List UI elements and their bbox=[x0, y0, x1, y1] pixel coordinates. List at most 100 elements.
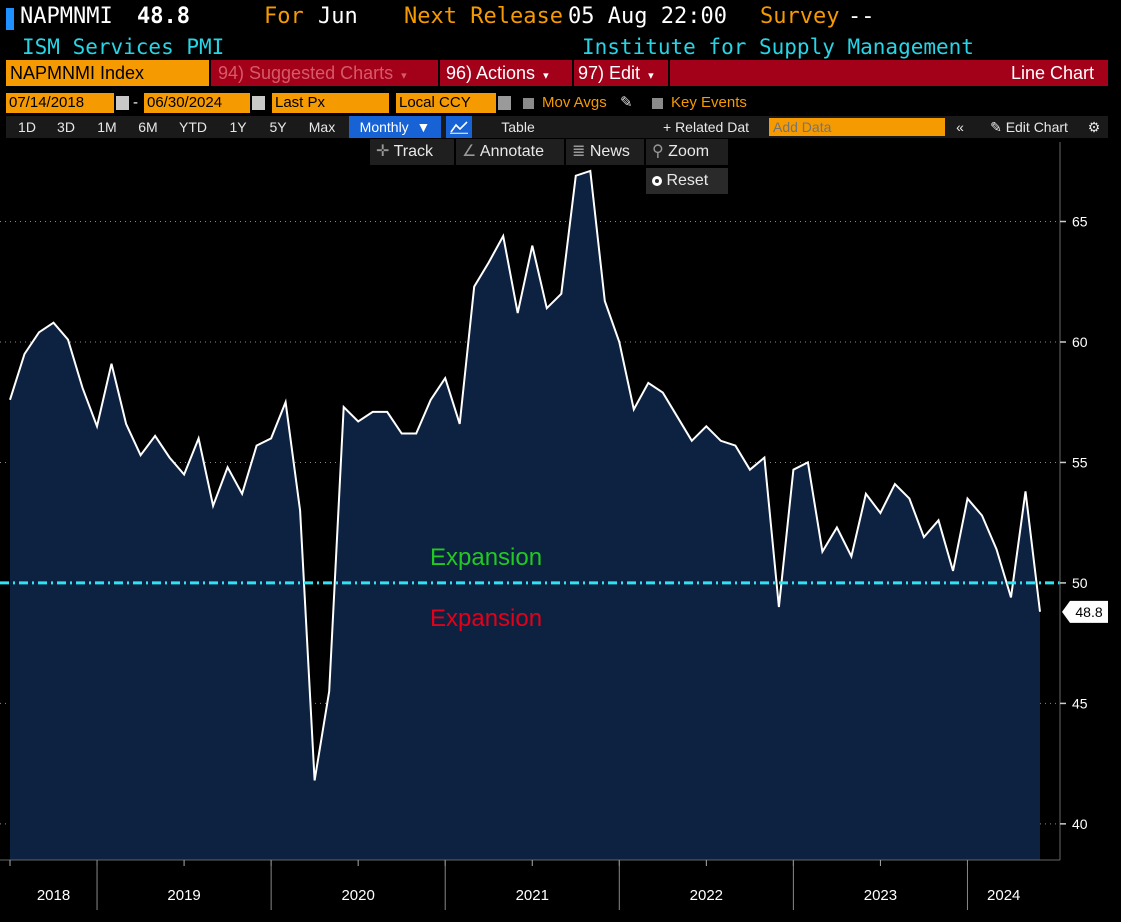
gear-icon[interactable]: ⚙ bbox=[1087, 119, 1101, 135]
y-tick-label: 65 bbox=[1072, 214, 1088, 230]
zoom-button[interactable]: ⚲ Zoom bbox=[646, 139, 728, 165]
annotate-button[interactable]: ∠ Annotate bbox=[456, 139, 564, 165]
calendar-icon[interactable] bbox=[252, 96, 265, 110]
toolbar-divider bbox=[572, 60, 574, 86]
reset-label: Reset bbox=[666, 172, 709, 189]
x-tick-label: 2023 bbox=[864, 887, 897, 904]
range-5y-button[interactable]: 5Y bbox=[269, 119, 287, 135]
y-tick-label: 40 bbox=[1072, 816, 1088, 832]
edit-chart-label: Edit Chart bbox=[1005, 119, 1068, 135]
security-field[interactable]: NAPMNMI Index bbox=[6, 60, 209, 86]
next-release-value: 05 Aug 22:00 bbox=[568, 4, 727, 29]
last-value-tag: 48.8 bbox=[1062, 600, 1108, 623]
news-icon: ≣ bbox=[572, 143, 590, 160]
date-separator: - bbox=[133, 94, 138, 111]
frequency-select[interactable]: Monthly ▼ bbox=[349, 116, 441, 138]
x-tick-label: 2019 bbox=[167, 887, 200, 904]
chevron-down-icon: ▾ bbox=[398, 70, 407, 82]
actions-label: 96) Actions bbox=[446, 63, 536, 83]
edit-menu[interactable]: 97) Edit ▾ bbox=[578, 60, 668, 86]
range-6m-button[interactable]: 6M bbox=[138, 119, 158, 135]
edit-chart-button[interactable]: ✎ Edit Chart bbox=[976, 116, 1082, 138]
ticker[interactable]: NAPMNMI bbox=[20, 4, 113, 29]
annotate-label: Annotate bbox=[479, 143, 544, 160]
search-icon: ⚲ bbox=[652, 143, 669, 160]
track-button[interactable]: ✛ Track bbox=[370, 139, 454, 165]
range-1m-button[interactable]: 1M bbox=[97, 119, 117, 135]
pencil-icon[interactable]: ✎ bbox=[620, 94, 633, 111]
last-value-tag-shape bbox=[1062, 600, 1108, 623]
chevron-down-icon: ▾ bbox=[645, 70, 654, 82]
toolbar-divider bbox=[668, 60, 670, 86]
threshold-label-above: Expansion bbox=[430, 544, 542, 571]
plus-icon: + bbox=[662, 119, 676, 135]
news-label: News bbox=[589, 143, 630, 160]
header-line-2: ISM Services PMI Institute for Supply Ma… bbox=[0, 35, 1121, 59]
line-chart-icon[interactable] bbox=[446, 116, 472, 138]
ticker-marker bbox=[6, 8, 14, 30]
zoom-label: Zoom bbox=[668, 143, 710, 160]
last-value: 48.8 bbox=[137, 4, 190, 29]
next-release-label: Next Release bbox=[404, 4, 563, 29]
start-date-input[interactable]: 07/14/2018 bbox=[6, 93, 114, 113]
reset-button[interactable]: Reset bbox=[646, 168, 728, 194]
x-tick-label: 2020 bbox=[341, 887, 374, 904]
toolbar-divider bbox=[209, 60, 211, 86]
collapse-icon[interactable]: « bbox=[956, 119, 964, 135]
reset-icon bbox=[652, 176, 662, 186]
chevron-down-icon: ▾ bbox=[540, 70, 549, 82]
x-tick-label: 2022 bbox=[690, 887, 723, 904]
suggested-charts-label: 94) Suggested Charts bbox=[218, 63, 394, 83]
source-name: Institute for Supply Management bbox=[582, 35, 974, 59]
mov-avgs-checkbox[interactable] bbox=[523, 98, 534, 109]
suggested-charts-menu[interactable]: 94) Suggested Charts ▾ bbox=[218, 60, 438, 86]
toolbar-divider bbox=[438, 60, 440, 86]
mov-avgs-label: Mov Avgs bbox=[542, 94, 607, 111]
chart-type-label[interactable]: Line Chart bbox=[1010, 63, 1094, 83]
edit-label: 97) Edit bbox=[578, 63, 641, 83]
y-tick-label: 50 bbox=[1072, 575, 1088, 591]
actions-menu[interactable]: 96) Actions ▾ bbox=[446, 60, 571, 86]
pencil-icon: ✎ bbox=[990, 119, 1006, 135]
news-button[interactable]: ≣ News bbox=[566, 139, 644, 165]
chart-controls: 07/14/2018 - 06/30/2024 Last Px Local CC… bbox=[6, 93, 1108, 115]
calendar-icon[interactable] bbox=[116, 96, 129, 110]
currency-select[interactable]: Local CCY bbox=[396, 93, 496, 113]
x-axis: 2018 2019 2020 2021 2022 2023 2024 bbox=[0, 859, 1060, 910]
for-label: For bbox=[264, 4, 304, 29]
end-date-input[interactable]: 06/30/2024 bbox=[144, 93, 250, 113]
range-1y-button[interactable]: 1Y bbox=[229, 119, 247, 135]
range-ytd-button[interactable]: YTD bbox=[179, 119, 207, 135]
threshold-label-below: Expansion bbox=[430, 605, 542, 632]
series-area bbox=[10, 170, 1040, 860]
table-button[interactable]: Table bbox=[501, 119, 535, 135]
x-tick-label: 2018 bbox=[37, 887, 70, 904]
key-events-checkbox[interactable] bbox=[652, 98, 663, 109]
add-data-input[interactable] bbox=[769, 118, 945, 136]
track-label: Track bbox=[393, 143, 433, 160]
chevron-down-icon[interactable] bbox=[498, 96, 511, 110]
header-line-1: NAPMNMI 48.8 For Jun Next Release 05 Aug… bbox=[0, 4, 1121, 34]
x-tick-label: 2021 bbox=[516, 887, 549, 904]
chevron-down-icon: ▼ bbox=[412, 119, 431, 135]
range-max-button[interactable]: Max bbox=[308, 119, 336, 135]
last-value-tag-text: 48.8 bbox=[1075, 604, 1102, 620]
annotate-icon: ∠ bbox=[462, 143, 480, 160]
y-tick-label: 45 bbox=[1072, 695, 1088, 711]
series-line bbox=[9, 169, 1041, 781]
x-tick-label: 2024 bbox=[987, 887, 1020, 904]
y-axis: 40 45 50 55 60 65 bbox=[1059, 142, 1088, 860]
survey-label: Survey bbox=[760, 4, 840, 29]
price-field-select[interactable]: Last Px bbox=[272, 93, 389, 113]
for-period: Jun bbox=[318, 4, 358, 29]
y-tick-label: 55 bbox=[1072, 454, 1088, 470]
range-1d-button[interactable]: 1D bbox=[18, 119, 36, 135]
range-3d-button[interactable]: 3D bbox=[57, 119, 75, 135]
survey-value: -- bbox=[848, 4, 875, 29]
key-events-label: Key Events bbox=[671, 94, 747, 111]
frequency-label: Monthly bbox=[359, 119, 409, 135]
command-toolbar: NAPMNMI Index 94) Suggested Charts ▾ 96)… bbox=[6, 60, 1108, 86]
related-data-button[interactable]: + Related Dat bbox=[648, 116, 764, 138]
security-name: ISM Services PMI bbox=[22, 35, 225, 59]
